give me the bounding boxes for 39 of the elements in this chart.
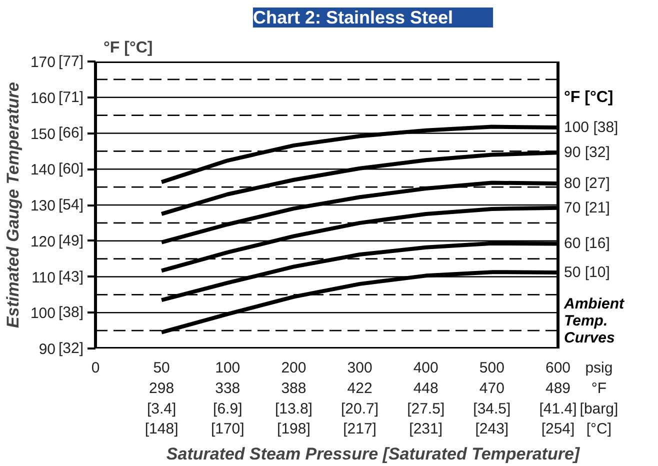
y2-tick-label: [60] <box>58 160 84 178</box>
x-tick-label: 0 <box>91 360 100 376</box>
y-tick-label: 100 <box>30 305 56 322</box>
y-tick-label: 170 <box>30 54 56 71</box>
x-tick-label: 50 298 [3.4] [148] <box>144 360 178 438</box>
x-tick-label: 100 338 [6.9] [170] <box>210 360 244 438</box>
text: °F [°C] <box>104 40 153 56</box>
x-tick-label: 300 422 [20.7] [217] <box>341 360 379 438</box>
chart-title: Chart 2: Stainless Steel <box>252 8 454 28</box>
text: °F [°C] <box>564 88 614 106</box>
x-tick-label: 500 470 [34.5] [243] <box>473 360 511 438</box>
y-axis-title: Estimated Gauge Temperature <box>3 82 22 328</box>
y2-tick-label: [43] <box>58 268 84 286</box>
y2-tick-label: [71] <box>58 88 84 106</box>
y2-tick-label: [38] <box>58 304 84 322</box>
text: Ambient Temp. Curves <box>563 296 626 346</box>
y2-tick-label: [66] <box>58 124 84 142</box>
y-tick-label: 150 <box>30 126 56 143</box>
x-tick-label: 600 489 [41.4] [254] <box>539 360 577 438</box>
y2-tick-label: [54] <box>58 196 84 214</box>
y2-tick-label: [49] <box>58 232 84 250</box>
x-axis-title: Saturated Steam Pressure [Saturated Temperature] <box>166 444 581 464</box>
y-tick-label: 160 <box>30 90 56 107</box>
y-tick-label: 90 <box>38 341 56 358</box>
x-tick-label: 400 448 [27.5] [231] <box>407 360 445 438</box>
series-label: 60 [16] <box>564 235 610 252</box>
y-tick-label: 130 <box>30 198 56 214</box>
series-label: 100 [38] <box>564 119 618 136</box>
x-tick-label: 200 388 [13.8] [198] <box>274 360 312 438</box>
series-label: 50 [10] <box>564 264 610 281</box>
y2-tick-label: [32] <box>58 340 84 357</box>
text: psig °F [barg] [°C] <box>580 360 618 438</box>
y-tick-label: 110 <box>32 269 56 286</box>
series-label: 80 [27] <box>564 174 610 192</box>
y-tick-label: 120 <box>30 233 56 250</box>
y2-tick-label: [77] <box>58 53 84 70</box>
series-label: 70 [21] <box>564 199 610 216</box>
series-label: 90 [32] <box>564 144 610 162</box>
y-tick-label: 140 <box>30 162 56 179</box>
